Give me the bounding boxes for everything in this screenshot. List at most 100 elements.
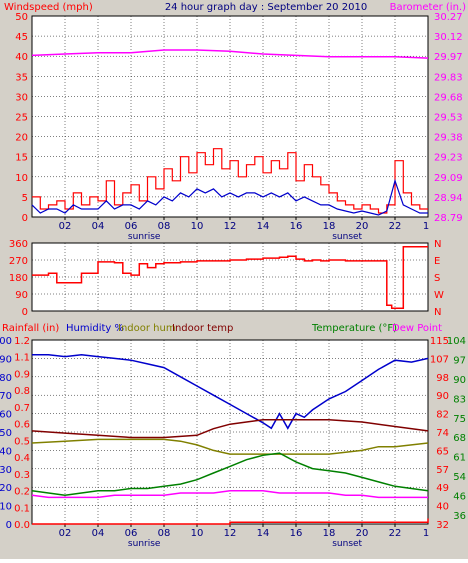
- temp-tick-label-b: 54: [453, 472, 466, 483]
- wind-tick-label: 25: [15, 113, 28, 124]
- barometer-tick-label: 29.83: [434, 72, 463, 83]
- wind-direction-line: [32, 246, 428, 309]
- temp-xtick-label: 08: [158, 528, 171, 539]
- direction-compass-label: N: [434, 307, 441, 318]
- wind-xtick-label: 16: [290, 221, 303, 232]
- humidity-tick-label: 0: [6, 520, 12, 531]
- rain-tick-label: 0.8: [14, 386, 30, 397]
- humidity-tick-label: 80: [0, 373, 12, 384]
- temp-tick-label-a: 65: [436, 446, 449, 457]
- rain-tick-label: 0.6: [14, 420, 30, 431]
- humidity-tick-label: 30: [0, 465, 12, 476]
- direction-tick-label: 270: [9, 256, 28, 267]
- rain-axis-title: Rainfall (in): [2, 323, 59, 334]
- wind-annotation-sunset: sunset: [332, 232, 362, 242]
- rain-tick-label: 0.9: [14, 369, 30, 380]
- wind-tick-label: 0: [22, 213, 28, 224]
- temp-tick-label-b: 90: [453, 375, 466, 386]
- wind-xtick-label: 20: [356, 221, 369, 232]
- temp-tick-label-b: 104: [447, 336, 466, 347]
- temp-tick-label-a: 115: [430, 336, 449, 347]
- temp-xtick-label: 18: [323, 528, 336, 539]
- temp-tick-label-a: 107: [430, 354, 449, 365]
- temp-tick-label-b: 36: [453, 511, 466, 522]
- temp-tick-label-b: 83: [453, 394, 466, 405]
- barometer-tick-label: 30.12: [434, 32, 463, 43]
- direction-tick-label: 90: [15, 290, 28, 301]
- temp-tick-label-a: 57: [436, 465, 449, 476]
- temp-xtick-label-end: 1: [423, 528, 429, 539]
- temp-tick-label-a: 98: [436, 373, 449, 384]
- temp-xtick-label: 04: [92, 528, 105, 539]
- temp-tick-label-b: 68: [453, 433, 466, 444]
- temp-tick-label-a: 32: [436, 520, 449, 531]
- humidity-tick-label: 70: [0, 391, 12, 402]
- rain-tick-label: 1.1: [14, 353, 30, 364]
- barometer-tick-label: 28.79: [434, 213, 463, 224]
- temperature-axis-title: Temperature (°F): [311, 323, 397, 334]
- wind-xtick-label: 10: [191, 221, 204, 232]
- temp-xtick-label: 02: [59, 528, 72, 539]
- wind-tick-label: 15: [15, 153, 28, 164]
- wind-xtick-label: 04: [92, 221, 105, 232]
- temp-series-4: [31, 489, 428, 499]
- wind-tick-label: 50: [15, 12, 28, 23]
- barometer-tick-label: 29.09: [434, 173, 463, 184]
- direction-compass-label: E: [434, 256, 440, 267]
- rain-tick-label: 0.7: [14, 403, 30, 414]
- wind-xtick-label: 02: [59, 221, 72, 232]
- barometer-tick-label: 29.38: [434, 133, 463, 144]
- temp-tick-label-a: 49: [436, 483, 449, 494]
- wind-speed-line: [31, 178, 428, 216]
- wind-xtick-label: 22: [389, 221, 402, 232]
- wind-xtick-label: 18: [323, 221, 336, 232]
- humidity-tick-label: 50: [0, 428, 12, 439]
- wind-xtick-label: 12: [224, 221, 237, 232]
- humidity-tick-label: 60: [0, 410, 12, 421]
- temp-annotation-sunset: sunset: [332, 539, 362, 549]
- temp-tick-label-b: 75: [453, 414, 466, 425]
- direction-compass-label: N: [434, 239, 441, 250]
- temp-tick-label-a: 40: [436, 502, 449, 513]
- temp-tick-label-a: 90: [436, 391, 449, 402]
- temp-series-1: [31, 419, 429, 439]
- dew-point-axis-title: Dew Point: [392, 323, 442, 334]
- indoor-hum-title: Indoor hum: [118, 323, 176, 334]
- wind-annotation-sunrise: sunrise: [128, 232, 161, 242]
- temp-annotation-sunrise: sunrise: [128, 539, 161, 549]
- temp-series-2: [31, 438, 429, 455]
- rain-tick-label: 1.2: [14, 336, 30, 347]
- rain-tick-label: 0.4: [14, 453, 30, 464]
- humidity-tick-label: 100: [0, 336, 12, 347]
- temp-xtick-label: 20: [356, 528, 369, 539]
- temp-series-0: [32, 353, 429, 430]
- rain-tick-label: 0.2: [14, 487, 30, 498]
- wind-tick-label: 30: [15, 92, 28, 103]
- wind-tick-label: 40: [15, 52, 28, 63]
- direction-tick-label: 360: [9, 239, 28, 250]
- barometer-tick-label: 30.27: [434, 12, 463, 23]
- humidity-tick-label: 90: [0, 354, 12, 365]
- barometer-tick-label: 28.94: [434, 193, 463, 204]
- graph-title: 24 hour graph day : September 20 2010: [165, 2, 367, 13]
- barometer-tick-label: 29.68: [434, 92, 463, 103]
- temp-tick-label-b: 61: [453, 453, 466, 464]
- wind-xtick-label: 08: [158, 221, 171, 232]
- barometer-tick-label: 29.23: [434, 153, 463, 164]
- temp-series-5: [32, 518, 429, 525]
- temp-tick-label-a: 82: [436, 410, 449, 421]
- direction-compass-label: W: [434, 290, 444, 301]
- wind-tick-label: 35: [15, 72, 28, 83]
- indoor-temp-title: Indoor temp: [172, 323, 233, 334]
- temp-xtick-label: 12: [224, 528, 237, 539]
- barometer-line: [31, 49, 429, 59]
- temp-tick-label-a: 74: [436, 428, 449, 439]
- temp-xtick-label: 06: [125, 528, 138, 539]
- barometer-tick-label: 29.97: [434, 52, 463, 63]
- humidity-tick-label: 10: [0, 502, 12, 513]
- wind-xtick-label: 14: [257, 221, 270, 232]
- rain-tick-label: 0.5: [14, 436, 30, 447]
- direction-tick-label: 0: [22, 307, 28, 318]
